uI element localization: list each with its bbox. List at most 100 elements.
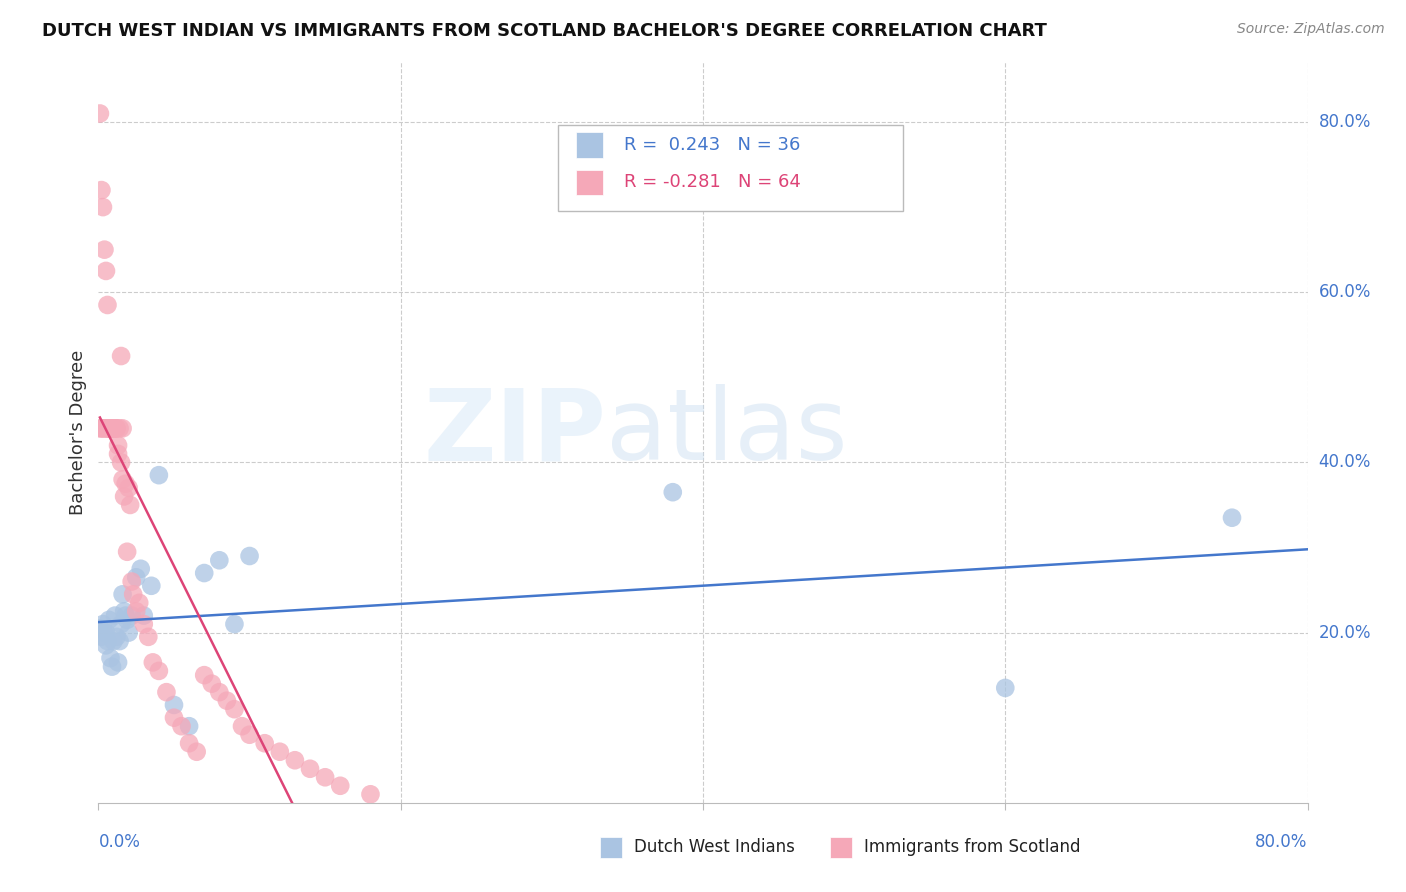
Point [141, 579, 163, 593]
Point [94, 421, 117, 435]
Point [93, 421, 115, 435]
Point [110, 349, 132, 363]
Point [96, 634, 118, 648]
Point [89, 421, 111, 435]
Point [107, 438, 129, 452]
Point [111, 587, 134, 601]
Point [142, 656, 165, 670]
Point [103, 634, 125, 648]
Point [148, 468, 170, 483]
Point [201, 676, 224, 690]
Text: 80.0%: 80.0% [1256, 833, 1308, 851]
Point [91, 617, 114, 632]
Point [101, 421, 124, 435]
Text: ZIP: ZIP [423, 384, 606, 481]
Point [111, 421, 134, 435]
Text: 40.0%: 40.0% [1319, 453, 1371, 471]
FancyBboxPatch shape [576, 169, 603, 195]
Point [90, 630, 112, 644]
Point [163, 698, 186, 712]
Point [231, 719, 253, 733]
Point [360, 787, 382, 801]
FancyBboxPatch shape [558, 126, 903, 211]
Text: 80.0%: 80.0% [1319, 113, 1371, 131]
Point [163, 711, 186, 725]
Point [100, 421, 122, 435]
Point [186, 745, 208, 759]
Point [121, 608, 143, 623]
FancyBboxPatch shape [576, 132, 603, 158]
Point [104, 421, 127, 435]
Point [224, 702, 246, 716]
Text: R = -0.281   N = 64: R = -0.281 N = 64 [624, 173, 801, 192]
Text: R =  0.243   N = 36: R = 0.243 N = 36 [624, 136, 801, 154]
Text: Immigrants from Scotland: Immigrants from Scotland [863, 838, 1080, 856]
Point [101, 659, 124, 673]
Point [91, 421, 114, 435]
Point [105, 421, 128, 435]
Point [994, 681, 1017, 695]
Point [120, 498, 142, 512]
Point [208, 685, 231, 699]
Point [329, 779, 352, 793]
Point [96, 298, 118, 312]
Point [89, 621, 111, 635]
Point [179, 736, 201, 750]
Point [94, 264, 117, 278]
Point [118, 481, 141, 495]
Point [118, 625, 141, 640]
Point [96, 421, 118, 435]
Point [103, 421, 125, 435]
Point [193, 668, 215, 682]
Point [105, 630, 128, 644]
FancyBboxPatch shape [830, 837, 852, 858]
Point [114, 476, 136, 491]
Point [125, 604, 148, 618]
Point [112, 490, 135, 504]
Text: 0.0%: 0.0% [98, 833, 141, 851]
Point [103, 421, 125, 435]
Point [110, 617, 132, 632]
Point [115, 545, 138, 559]
Point [193, 566, 215, 580]
Text: 60.0%: 60.0% [1319, 283, 1371, 301]
Point [122, 587, 145, 601]
Point [94, 639, 117, 653]
Point [239, 728, 262, 742]
Point [132, 608, 155, 623]
Point [89, 106, 111, 120]
Point [269, 745, 291, 759]
Point [314, 770, 336, 784]
Point [125, 570, 148, 584]
FancyBboxPatch shape [600, 837, 621, 858]
Point [121, 574, 143, 589]
Point [155, 685, 177, 699]
Text: Source: ZipAtlas.com: Source: ZipAtlas.com [1237, 22, 1385, 37]
Point [94, 625, 117, 640]
Point [105, 421, 128, 435]
Point [98, 421, 121, 435]
Point [90, 421, 112, 435]
Point [111, 472, 134, 486]
Point [100, 651, 122, 665]
Point [239, 549, 262, 563]
Point [101, 421, 124, 435]
Point [170, 719, 193, 733]
Point [91, 200, 114, 214]
Point [100, 421, 122, 435]
Point [128, 596, 150, 610]
Point [107, 656, 129, 670]
Point [104, 608, 127, 623]
Point [98, 613, 121, 627]
Point [114, 608, 136, 623]
Point [253, 736, 276, 750]
Point [100, 421, 122, 435]
Point [224, 617, 246, 632]
Point [132, 617, 155, 632]
Point [148, 664, 170, 678]
Point [108, 421, 131, 435]
Point [107, 447, 129, 461]
Point [98, 421, 121, 435]
Point [208, 553, 231, 567]
Text: atlas: atlas [606, 384, 848, 481]
